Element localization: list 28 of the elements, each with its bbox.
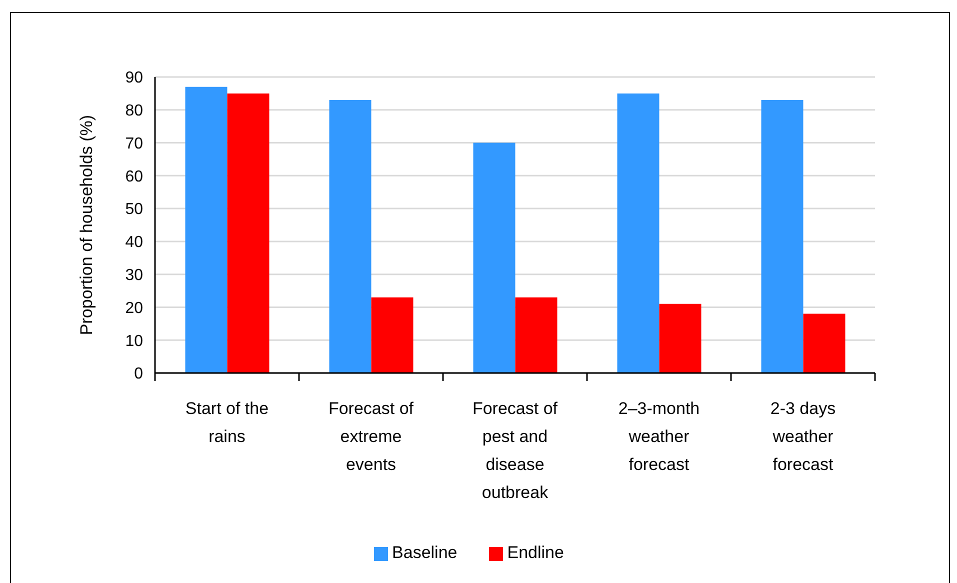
bar [803, 314, 846, 373]
y-tick-label: 40 [125, 234, 144, 252]
bar [659, 304, 702, 373]
y-tick-label: 90 [125, 70, 144, 87]
y-tick-label: 20 [125, 300, 144, 317]
y-tick-label: 30 [125, 267, 144, 284]
x-tick-label: 2–3-month weather forecast [618, 399, 700, 474]
bar [473, 142, 516, 373]
y-tick-label: 50 [125, 201, 144, 218]
x-tick-label: 2-3 days weather forecast [770, 399, 836, 474]
bar [617, 93, 660, 373]
bar [185, 86, 228, 373]
y-tick-label: 10 [125, 332, 144, 350]
legend-label: Baseline [392, 543, 458, 562]
y-axis-title: Proportion of households (%) [76, 114, 96, 336]
x-tick-label: Forecast of extreme events [328, 399, 414, 474]
bar [515, 297, 558, 373]
bar [329, 100, 372, 373]
x-tick-label: Forecast of pest and disease outbreak [472, 399, 558, 502]
legend-label: Endline [507, 543, 564, 562]
bar [761, 100, 804, 373]
bar [227, 93, 270, 373]
y-tick-label: 0 [134, 366, 144, 383]
bar [371, 297, 414, 373]
y-tick-label: 60 [125, 168, 144, 186]
x-tick-label: Start of the rains [185, 399, 269, 446]
y-tick-label: 80 [125, 102, 144, 120]
y-tick-label: 70 [125, 135, 144, 152]
